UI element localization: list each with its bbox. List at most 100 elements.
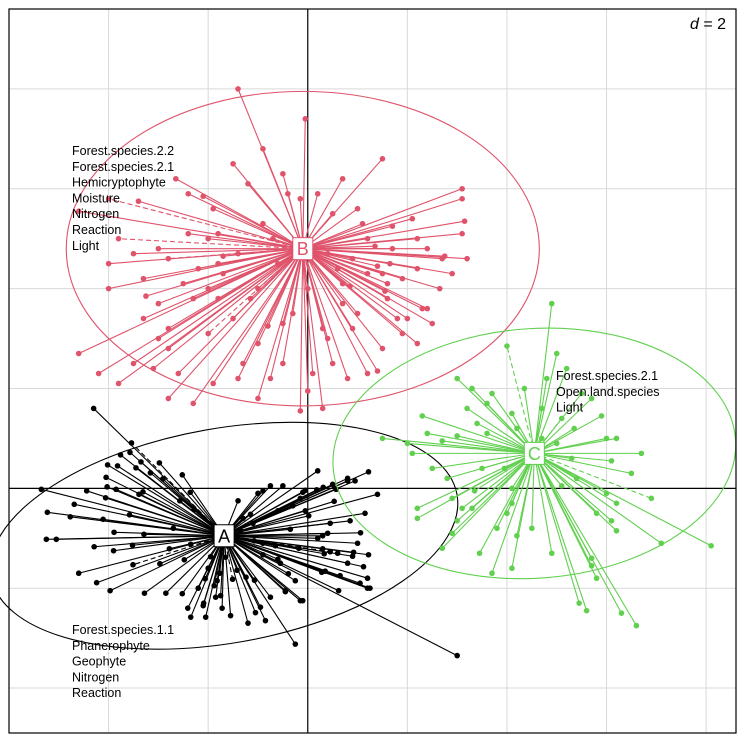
group-c-point xyxy=(409,450,416,457)
group-a-point xyxy=(357,580,363,587)
group-c-point xyxy=(618,610,625,616)
group-b-point xyxy=(387,260,393,267)
group-a-point xyxy=(93,579,100,586)
group-a-point xyxy=(83,488,90,494)
group-c-point xyxy=(509,500,515,507)
group-a-point xyxy=(114,463,121,469)
group-b-point xyxy=(240,360,246,367)
axes xyxy=(9,9,736,733)
group-a-spoke xyxy=(144,535,225,594)
group-b-spoke xyxy=(302,118,306,249)
group-a-point xyxy=(319,532,326,539)
group-c-spoke xyxy=(516,453,535,536)
plot-frame xyxy=(8,8,737,734)
group-c-point xyxy=(576,600,582,606)
group-a-point xyxy=(267,594,274,600)
group-a-point xyxy=(200,602,206,609)
group-b-spoke xyxy=(168,248,304,330)
group-a-spoke xyxy=(223,535,256,613)
group-c-point xyxy=(429,465,436,472)
group-c-point xyxy=(454,517,460,524)
group-a-spoke xyxy=(158,462,225,537)
group-b-point xyxy=(155,245,162,252)
group-c-point xyxy=(558,483,565,489)
group-a-spoke xyxy=(41,488,225,537)
group-a-point xyxy=(147,470,154,476)
group-b-point xyxy=(414,235,421,242)
group-a-point xyxy=(195,585,202,591)
group-b-point xyxy=(394,315,401,322)
group-c-point xyxy=(464,405,470,412)
group-c-point xyxy=(598,413,605,419)
group-b-point xyxy=(329,210,336,217)
group-b-point xyxy=(130,250,137,257)
group-b-spoke xyxy=(302,248,383,349)
group-a-point xyxy=(43,536,50,543)
group-b-point xyxy=(155,300,162,307)
group-b-point xyxy=(215,295,221,302)
group-c-point xyxy=(588,555,595,562)
group-a-point xyxy=(357,529,364,536)
group-b-point xyxy=(441,253,448,259)
group-c-spoke xyxy=(461,452,535,509)
group-a-point xyxy=(257,604,264,610)
group-a-point xyxy=(179,472,186,478)
group-a-point xyxy=(251,577,258,584)
group-a-spoke xyxy=(109,535,225,592)
group-c-spoke xyxy=(447,452,535,479)
group-a-spoke xyxy=(224,522,331,537)
group-c-point xyxy=(548,550,555,557)
group-b-point xyxy=(319,405,326,412)
group-b-spoke xyxy=(302,248,388,300)
group-c-spoke xyxy=(533,453,622,614)
group-a-point xyxy=(141,531,147,538)
group-a-point xyxy=(191,506,198,513)
group-b-point xyxy=(230,160,236,167)
group-c-point xyxy=(419,413,426,419)
group-c-point xyxy=(521,385,528,392)
group-c-point xyxy=(414,515,421,522)
group-c-point xyxy=(509,485,515,492)
group-b-spoke xyxy=(302,248,349,379)
group-b-spoke xyxy=(212,248,304,384)
group-a-point xyxy=(287,526,294,533)
group-b-point xyxy=(140,315,147,322)
group-b-point xyxy=(379,270,386,277)
group-b-spoke xyxy=(302,248,388,285)
group-a-point xyxy=(319,545,326,552)
group-a-point xyxy=(360,563,367,570)
group-a-point xyxy=(104,484,110,490)
group-b-point xyxy=(280,320,286,327)
group-c-point xyxy=(509,565,515,572)
group-c-point xyxy=(593,575,600,582)
group-a-point xyxy=(211,582,217,589)
group-a-point xyxy=(243,574,249,581)
group-b-point xyxy=(285,190,291,197)
group-b-point xyxy=(75,350,82,357)
group-b-point xyxy=(165,255,172,262)
group-a-point xyxy=(107,587,113,594)
group-a-point xyxy=(202,575,208,582)
group-b-point xyxy=(309,370,316,377)
group-a-variable-label: Nitrogen xyxy=(72,670,119,684)
group-b-point xyxy=(220,270,226,277)
group-a-point xyxy=(364,575,371,582)
group-a-point xyxy=(212,594,219,600)
group-a-spoke xyxy=(223,535,296,582)
group-b-point xyxy=(260,220,266,227)
group-a-point xyxy=(237,527,244,534)
group-a-point xyxy=(234,567,240,574)
group-c-spoke xyxy=(491,453,535,574)
group-b-spoke xyxy=(302,233,463,250)
group-a-point xyxy=(214,577,220,584)
group-c-point xyxy=(504,510,510,517)
group-c-spoke xyxy=(534,415,602,454)
group-b-point xyxy=(347,283,353,289)
group-a-point xyxy=(275,508,281,514)
group-c-point xyxy=(578,390,585,397)
group-b-point xyxy=(374,368,381,374)
group-c-spoke xyxy=(479,453,535,554)
group-a-spoke xyxy=(223,535,368,579)
group-b-point xyxy=(339,175,346,182)
